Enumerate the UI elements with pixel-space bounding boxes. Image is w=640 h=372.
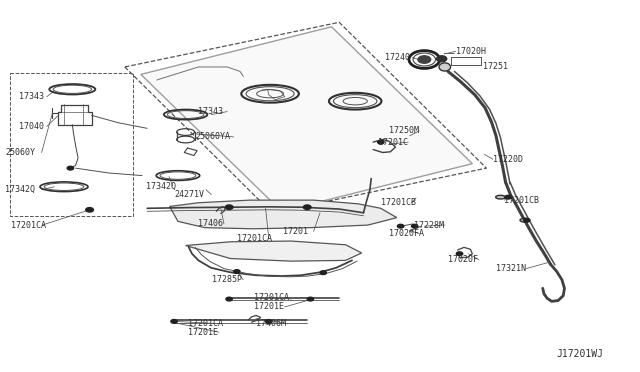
Text: 17201E: 17201E xyxy=(188,328,218,337)
Text: 17020FA: 17020FA xyxy=(389,229,424,238)
Circle shape xyxy=(234,270,240,273)
Circle shape xyxy=(436,56,447,62)
Circle shape xyxy=(303,205,311,209)
Text: 17201E: 17201E xyxy=(254,302,284,311)
Circle shape xyxy=(67,166,74,170)
Text: 17201CB: 17201CB xyxy=(381,198,416,207)
Circle shape xyxy=(418,56,431,63)
Circle shape xyxy=(505,195,511,199)
Text: 17020H: 17020H xyxy=(456,47,486,56)
Text: 25060YA: 25060YA xyxy=(195,132,230,141)
Circle shape xyxy=(397,224,404,228)
Circle shape xyxy=(171,320,177,323)
Text: 24271V: 24271V xyxy=(174,190,204,199)
Text: 17342Q: 17342Q xyxy=(5,185,35,194)
Text: 17201CA: 17201CA xyxy=(237,234,272,243)
Circle shape xyxy=(524,218,530,222)
Ellipse shape xyxy=(520,218,529,222)
Circle shape xyxy=(412,224,418,228)
Text: 25060Y: 25060Y xyxy=(5,148,35,157)
Circle shape xyxy=(266,320,272,323)
Text: 17020F: 17020F xyxy=(448,255,478,264)
Circle shape xyxy=(378,140,384,144)
Text: 17343: 17343 xyxy=(198,107,223,116)
Text: 17240: 17240 xyxy=(385,53,410,62)
Text: 17220D: 17220D xyxy=(493,155,523,164)
Text: 17201C: 17201C xyxy=(378,138,408,147)
Text: 17406M: 17406M xyxy=(256,319,286,328)
Text: 17228M: 17228M xyxy=(414,221,444,230)
Text: 17201CA: 17201CA xyxy=(188,319,223,328)
Text: 17201: 17201 xyxy=(283,227,308,236)
Text: 17251: 17251 xyxy=(483,62,508,71)
Text: 17040: 17040 xyxy=(19,122,44,131)
Polygon shape xyxy=(186,241,362,261)
Circle shape xyxy=(226,297,232,301)
Text: 17201CA: 17201CA xyxy=(11,221,46,230)
Text: 17406: 17406 xyxy=(198,219,223,228)
Polygon shape xyxy=(141,27,472,211)
Text: 17342Q: 17342Q xyxy=(146,182,176,190)
Circle shape xyxy=(307,297,314,301)
Text: 17201CA: 17201CA xyxy=(254,293,289,302)
Text: 17250M: 17250M xyxy=(389,126,419,135)
Text: 17343: 17343 xyxy=(19,92,44,101)
Ellipse shape xyxy=(496,195,506,199)
Text: 17321N: 17321N xyxy=(496,264,526,273)
Circle shape xyxy=(86,208,93,212)
Circle shape xyxy=(320,271,326,275)
Circle shape xyxy=(225,205,233,209)
Circle shape xyxy=(456,252,463,256)
Text: 17285P: 17285P xyxy=(212,275,243,284)
Text: J17201WJ: J17201WJ xyxy=(557,349,604,359)
Text: 17201CB: 17201CB xyxy=(504,196,540,205)
Polygon shape xyxy=(170,200,397,229)
Ellipse shape xyxy=(439,63,451,71)
